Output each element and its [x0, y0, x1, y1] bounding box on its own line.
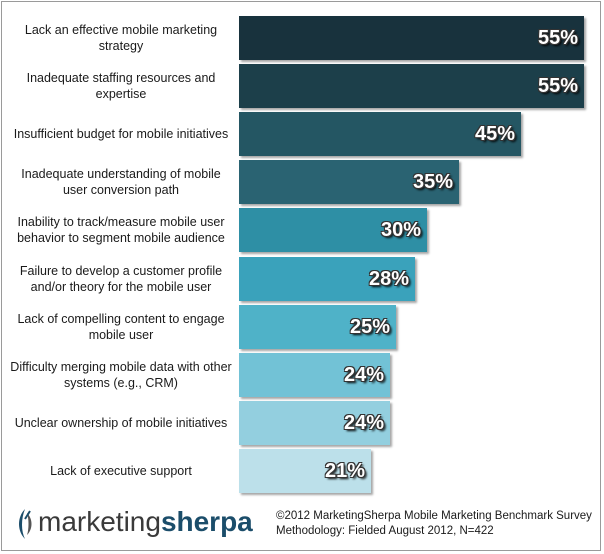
value-label: 55% — [537, 27, 578, 49]
bar: 25% — [239, 304, 396, 349]
category-label: Inability to track/measure mobile user b… — [17, 215, 225, 246]
bar: 55% — [239, 64, 584, 109]
category-label: Unclear ownership of mobile initiatives — [14, 415, 228, 430]
category-label: Inadequate understanding of mobile user … — [21, 167, 221, 198]
bar: 30% — [239, 208, 427, 253]
category-label: Lack an effective mobile marketing strat… — [24, 23, 218, 53]
bar: 35% — [239, 160, 459, 205]
value-label: 30% — [380, 219, 421, 242]
value-label: 25% — [349, 315, 390, 338]
bar: 24% — [239, 400, 390, 445]
category-label: Failure to develop a customer profile an… — [19, 263, 223, 294]
source-note: ©2012 MarketingSherpa Mobile Marketing B… — [276, 509, 596, 539]
value-label: 28% — [368, 267, 409, 290]
bar: 28% — [239, 256, 415, 301]
source-line-1: ©2012 MarketingSherpa Mobile Marketing B… — [276, 510, 592, 522]
bar: 55% — [239, 16, 584, 60]
bar: 21% — [239, 448, 371, 493]
logo-marketing: marketing — [38, 506, 161, 537]
bar: 45% — [239, 112, 521, 157]
marketingsherpa-logo: marketingsherpa — [14, 502, 253, 542]
category-label: Lack of executive support — [50, 463, 192, 478]
logo-sherpa: sherpa — [160, 506, 253, 537]
value-label: 24% — [343, 363, 384, 386]
bar: 24% — [239, 352, 390, 397]
value-label: 35% — [412, 171, 453, 194]
category-label: Lack of compelling content to engage mob… — [17, 311, 225, 342]
sherpa-mark-icon — [19, 508, 32, 539]
value-label: 45% — [474, 123, 515, 146]
source-line-2: Methodology: Fielded August 2012, N=422 — [276, 525, 494, 537]
category-label: Difficulty merging mobile data with othe… — [10, 359, 232, 390]
value-label: 24% — [343, 411, 384, 434]
value-label: 55% — [537, 75, 578, 98]
category-label: Insufficient budget for mobile initiativ… — [13, 127, 229, 142]
value-label: 21% — [324, 459, 365, 482]
category-label: Inadequate staffing resources and expert… — [26, 71, 216, 102]
